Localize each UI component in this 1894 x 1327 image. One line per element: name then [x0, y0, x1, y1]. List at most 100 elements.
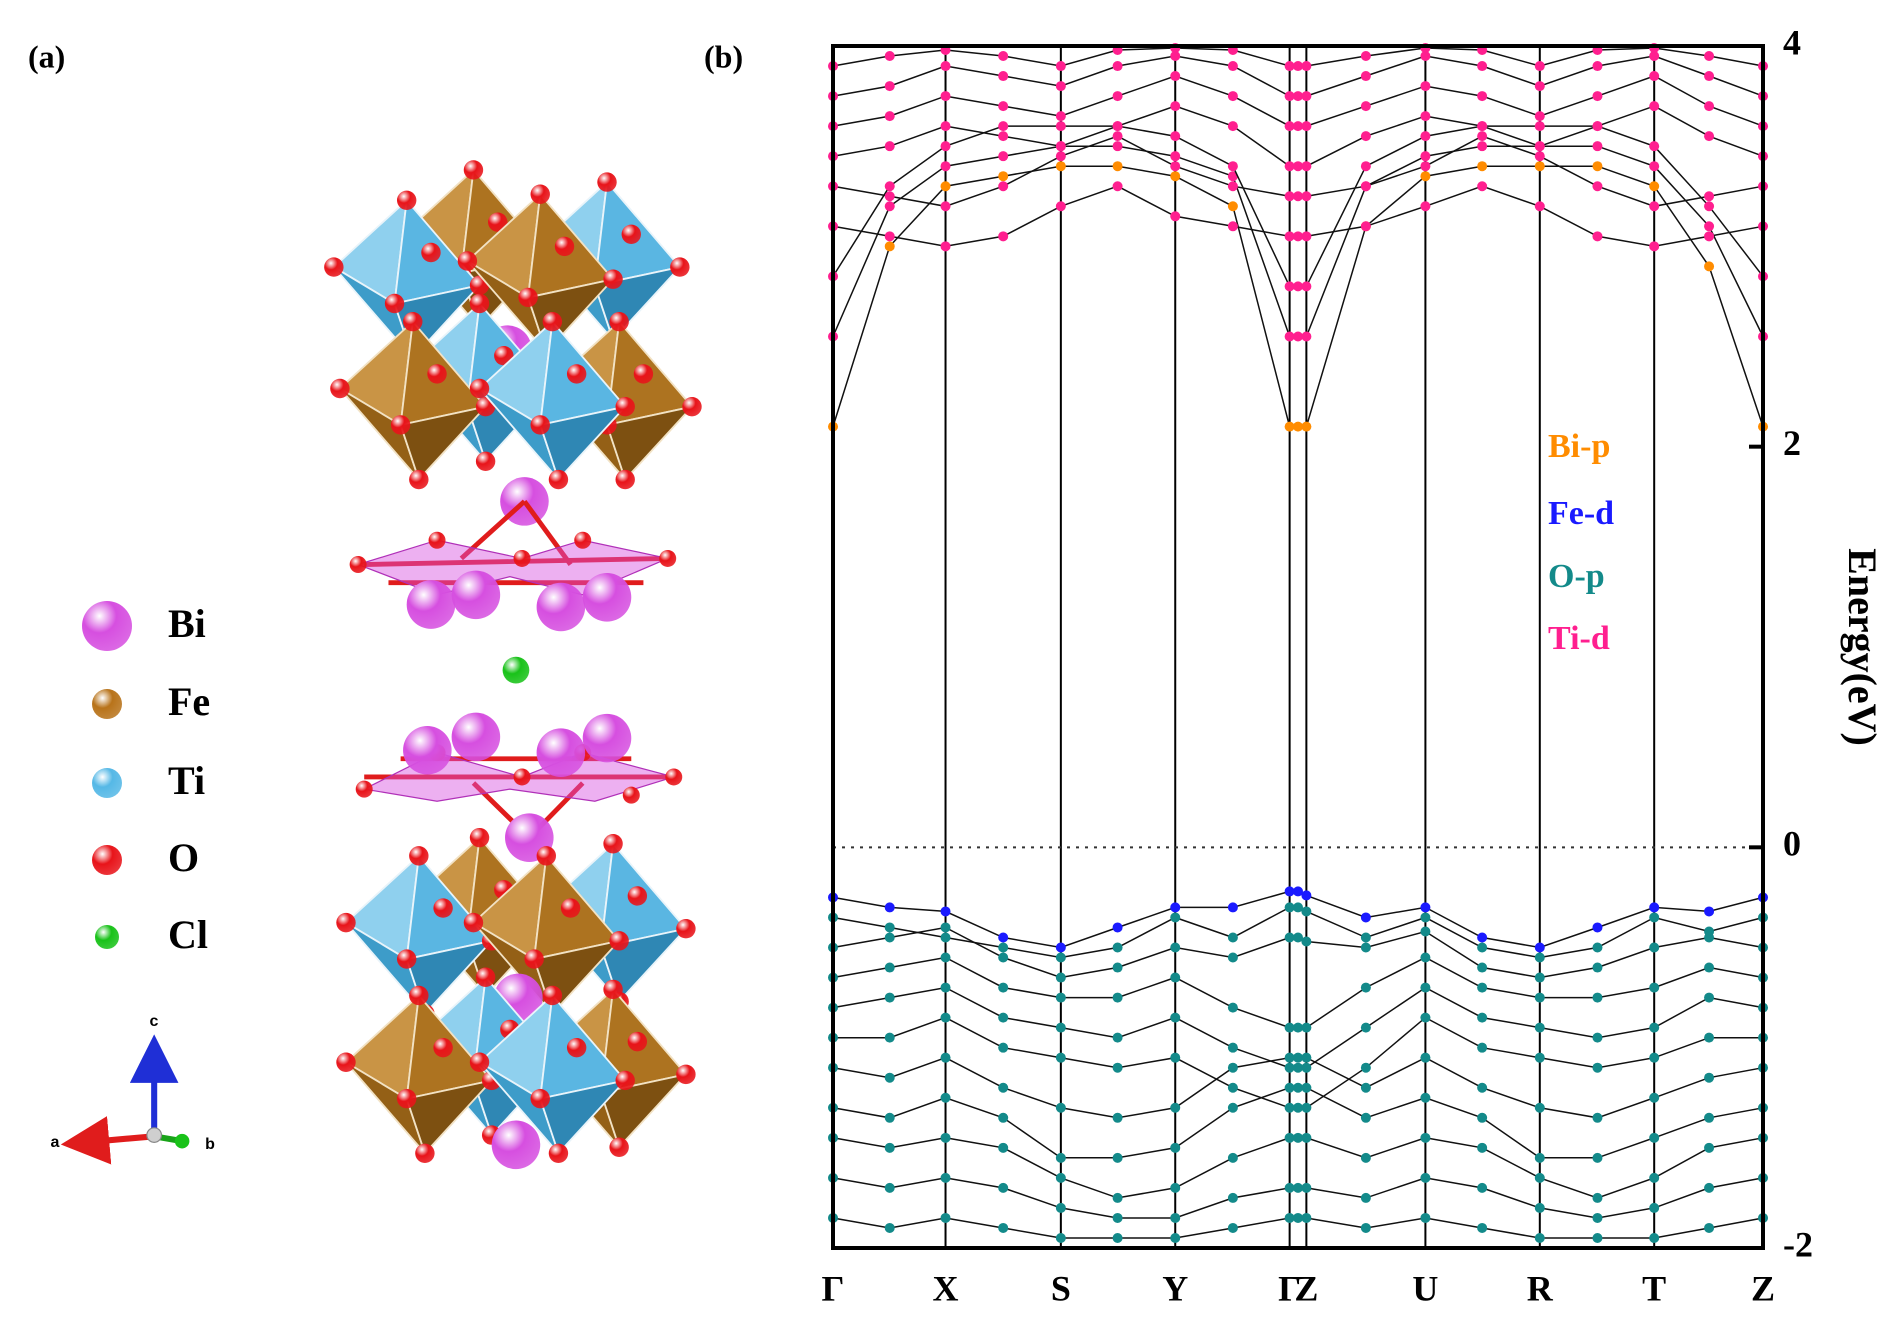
band-point	[1704, 231, 1715, 242]
band-point	[884, 1112, 895, 1123]
band-point	[1170, 51, 1181, 62]
band-point	[998, 171, 1009, 182]
band-point	[1227, 181, 1238, 192]
band-point	[1592, 161, 1603, 172]
legend-label: Ti	[168, 758, 205, 803]
band-point	[1301, 1082, 1312, 1093]
band-point	[1360, 982, 1371, 993]
band-point	[1301, 1022, 1312, 1033]
band-point	[1534, 201, 1545, 212]
band-point	[1592, 1112, 1603, 1123]
band-point	[1649, 982, 1660, 993]
band-point	[940, 906, 951, 917]
band-point	[1420, 1212, 1431, 1223]
band-point	[1301, 191, 1312, 202]
legend-swatch	[92, 689, 122, 719]
band-point	[1284, 421, 1295, 432]
band-point	[1704, 201, 1715, 212]
band-point	[1293, 1062, 1303, 1073]
band-point	[1704, 191, 1715, 202]
band-point	[1055, 81, 1066, 92]
band-point	[1055, 161, 1066, 172]
band-point	[1112, 91, 1123, 102]
band-point	[1420, 151, 1431, 162]
band-point	[1227, 1102, 1238, 1113]
band-point	[1534, 1202, 1545, 1213]
band-point	[1055, 1232, 1066, 1243]
band-point	[1055, 1052, 1066, 1063]
y-tick-label: -2	[1783, 1224, 1813, 1264]
band-point	[1170, 1142, 1181, 1153]
band-point	[940, 121, 951, 132]
band-point	[998, 1012, 1009, 1023]
band-point	[1704, 1072, 1715, 1083]
band-point	[1293, 1102, 1303, 1113]
band-point	[1112, 1212, 1123, 1223]
band-point	[1170, 151, 1181, 162]
k-label: Z	[1751, 1268, 1775, 1308]
band-point	[1649, 141, 1660, 152]
band-point	[1293, 1082, 1303, 1093]
legend-swatch	[92, 768, 122, 798]
band-point	[1170, 1212, 1181, 1223]
band-point	[998, 101, 1009, 112]
band-point	[1360, 181, 1371, 192]
band-point	[1170, 171, 1181, 182]
legend-label: O	[168, 835, 199, 880]
band-point	[884, 922, 895, 933]
band-point	[1293, 1182, 1303, 1193]
band-point	[998, 131, 1009, 142]
band-point	[940, 141, 951, 152]
band-point	[1704, 932, 1715, 943]
band-point	[940, 1132, 951, 1143]
band-point	[998, 1082, 1009, 1093]
band-point	[1284, 1102, 1295, 1113]
band-point	[1477, 1112, 1488, 1123]
band-point	[1301, 890, 1312, 901]
band-point	[1477, 1222, 1488, 1233]
band-point	[1649, 912, 1660, 923]
band-point	[1420, 161, 1431, 172]
band-point	[1301, 121, 1312, 132]
band-point	[1284, 1182, 1295, 1193]
band-point	[1592, 1232, 1603, 1243]
band-point	[1284, 1212, 1295, 1223]
band-point	[1227, 91, 1238, 102]
band-point	[1284, 1082, 1295, 1093]
band-point	[1227, 1192, 1238, 1203]
panel-label: (b)	[704, 38, 743, 74]
band-point	[1284, 91, 1295, 102]
axis-letter: c	[150, 1013, 159, 1030]
band-point	[1360, 1062, 1371, 1073]
band-point	[1649, 181, 1660, 192]
band-point	[1477, 932, 1488, 943]
band-point	[1704, 261, 1715, 272]
band-point	[1420, 51, 1431, 62]
band-point	[1477, 1182, 1488, 1193]
band-point	[1360, 1082, 1371, 1093]
band-point	[884, 1072, 895, 1083]
band-point	[1534, 942, 1545, 953]
band-point	[998, 982, 1009, 993]
band-point	[1477, 131, 1488, 142]
band-point	[1704, 131, 1715, 142]
band-point	[998, 151, 1009, 162]
band-point	[1420, 1172, 1431, 1183]
band-point	[1649, 942, 1660, 953]
band-point	[1420, 1132, 1431, 1143]
band-point	[1534, 1022, 1545, 1033]
band-point	[998, 121, 1009, 132]
legend-swatch	[82, 601, 132, 651]
band-point	[1649, 101, 1660, 112]
band-point	[1301, 281, 1312, 292]
legend-swatch	[92, 845, 122, 875]
band-point	[1293, 121, 1303, 132]
band-point	[1301, 61, 1312, 72]
band-point	[1112, 1032, 1123, 1043]
band-point	[1284, 191, 1295, 202]
band-point	[940, 932, 951, 943]
band-point	[1112, 1232, 1123, 1243]
panel-label: (a)	[28, 38, 65, 74]
band-point	[1534, 1152, 1545, 1163]
band-point	[940, 1052, 951, 1063]
